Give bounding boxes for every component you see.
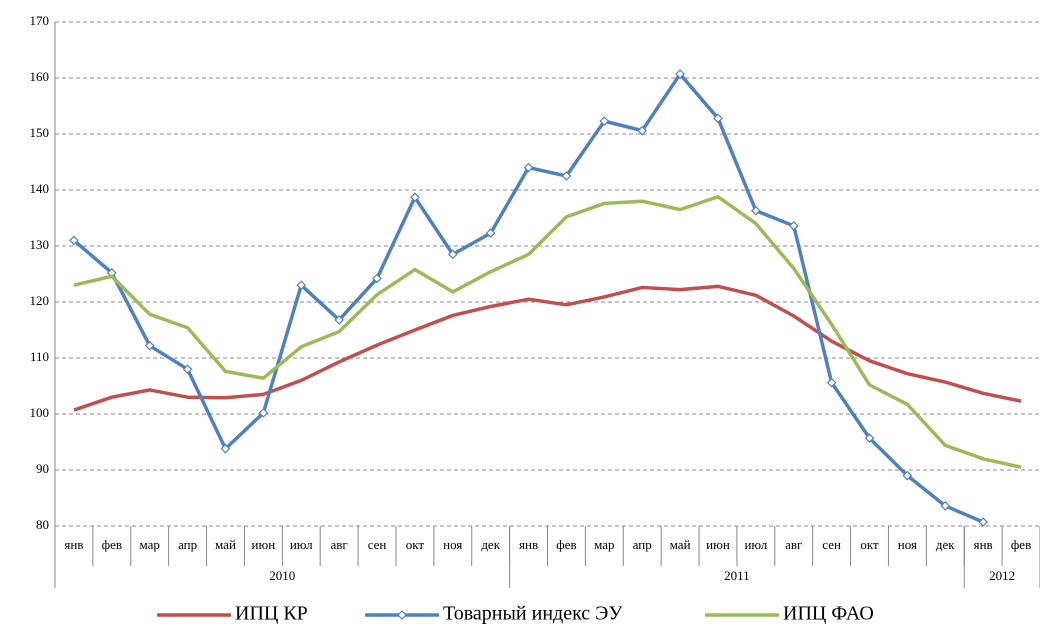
- x-tick-label: май: [670, 537, 691, 552]
- group-label: 2010: [269, 568, 295, 583]
- legend-label: ИПЦ КР: [235, 603, 308, 625]
- x-tick-label: янв: [519, 537, 538, 552]
- data-point: [561, 171, 572, 181]
- data-point: [447, 249, 458, 260]
- y-tick-label: 160: [30, 69, 50, 84]
- x-tick-label: окт: [860, 537, 879, 552]
- x-tick-label: мар: [140, 537, 160, 552]
- y-tick-label: 110: [30, 349, 49, 364]
- data-point: [220, 443, 231, 454]
- x-tick-label: сен: [368, 537, 387, 552]
- x-tick-label: июл: [744, 537, 767, 552]
- data-point: [69, 235, 79, 246]
- data-point: [940, 500, 951, 511]
- x-tick-label: фев: [1011, 537, 1031, 552]
- legend-marker: [397, 610, 407, 620]
- data-point: [599, 116, 610, 126]
- data-point: [864, 433, 875, 443]
- group-label: 2011: [724, 568, 750, 583]
- x-tick-label: май: [215, 537, 236, 552]
- y-tick-label: 120: [30, 293, 50, 308]
- x-tick-label: ноя: [898, 537, 917, 552]
- x-tick-label: мар: [594, 537, 614, 552]
- y-tick-label: 80: [36, 517, 49, 532]
- data-point: [902, 470, 913, 481]
- data-point: [144, 340, 155, 351]
- series-line: [73, 284, 1022, 412]
- x-tick-label: сен: [822, 537, 841, 552]
- x-tick-label: авг: [331, 537, 348, 552]
- legend-label: ИПЦ ФАО: [783, 603, 874, 625]
- y-tick-label: 140: [30, 181, 50, 196]
- data-point: [372, 273, 382, 284]
- y-tick-label: 170: [30, 13, 50, 28]
- x-tick-label: апр: [178, 537, 197, 552]
- y-tick-label: 150: [30, 125, 50, 140]
- x-tick-label: окт: [406, 537, 425, 552]
- data-point: [978, 517, 989, 527]
- x-tick-label: июн: [706, 537, 730, 552]
- x-tick-label: фев: [556, 537, 576, 552]
- data-point: [713, 113, 723, 124]
- x-tick-label: фев: [102, 537, 122, 552]
- data-point: [523, 162, 534, 173]
- y-tick-label: 100: [30, 405, 50, 420]
- data-point: [788, 220, 799, 231]
- data-point: [485, 228, 496, 238]
- y-tick-label: 130: [30, 237, 50, 252]
- x-tick-label: июл: [290, 537, 313, 552]
- x-tick-label: дек: [936, 537, 955, 552]
- data-point: [751, 205, 761, 216]
- legend-label: Товарный индекс ЭУ: [443, 603, 623, 625]
- y-tick-label: 90: [36, 461, 49, 476]
- x-tick-label: апр: [633, 537, 652, 552]
- data-point: [410, 192, 420, 203]
- x-tick-label: авг: [785, 537, 802, 552]
- data-point: [826, 377, 837, 388]
- x-tick-label: янв: [64, 537, 83, 552]
- data-point: [637, 125, 648, 136]
- data-point: [182, 364, 193, 375]
- data-point: [258, 408, 269, 418]
- x-tick-label: дек: [481, 537, 500, 552]
- x-tick-label: янв: [974, 537, 993, 552]
- x-tick-label: июн: [252, 537, 276, 552]
- x-tick-label: ноя: [443, 537, 462, 552]
- group-label: 2012: [989, 568, 1015, 583]
- series-line: [73, 194, 1022, 469]
- data-point: [675, 69, 685, 79]
- data-point: [296, 280, 307, 291]
- data-point: [334, 315, 344, 325]
